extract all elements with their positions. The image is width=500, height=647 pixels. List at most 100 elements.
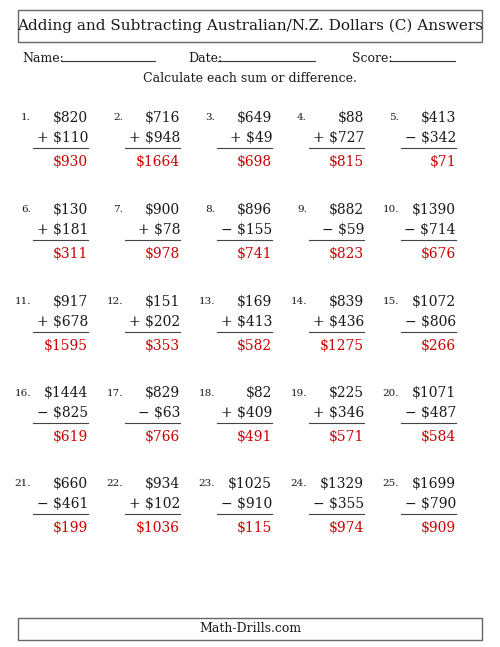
Text: 14.: 14. (290, 298, 307, 307)
Text: $199: $199 (53, 521, 88, 535)
Text: $71: $71 (430, 155, 456, 169)
Text: $584: $584 (421, 430, 456, 444)
Text: $896: $896 (237, 203, 272, 217)
Text: $900: $900 (145, 203, 180, 217)
Text: + $436: + $436 (313, 315, 364, 329)
Text: 5.: 5. (389, 113, 399, 122)
Text: − $59: − $59 (322, 223, 364, 237)
Text: 12.: 12. (106, 298, 123, 307)
Text: + $110: + $110 (36, 131, 88, 145)
Bar (18, 618, 482, 640)
Text: 11.: 11. (14, 298, 31, 307)
Text: 19.: 19. (290, 388, 307, 397)
Text: 13.: 13. (198, 298, 215, 307)
Text: $491: $491 (236, 430, 272, 444)
Text: + $727: + $727 (312, 131, 364, 145)
Text: $649: $649 (237, 111, 272, 125)
Text: + $409: + $409 (221, 406, 272, 420)
Text: $266: $266 (421, 339, 456, 353)
Text: $571: $571 (328, 430, 364, 444)
Text: $698: $698 (237, 155, 272, 169)
Text: $815: $815 (329, 155, 364, 169)
Text: $130: $130 (53, 203, 88, 217)
Text: $741: $741 (236, 247, 272, 261)
Text: Date:: Date: (188, 52, 222, 65)
Text: 16.: 16. (14, 388, 31, 397)
Text: $1025: $1025 (228, 477, 272, 491)
Text: + $202: + $202 (129, 315, 180, 329)
Text: $820: $820 (53, 111, 88, 125)
Text: $1390: $1390 (412, 203, 456, 217)
Text: − $806: − $806 (405, 315, 456, 329)
Text: $82: $82 (246, 386, 272, 400)
Text: $882: $882 (329, 203, 364, 217)
Text: 3.: 3. (205, 113, 215, 122)
Text: Name:: Name: (22, 52, 64, 65)
Text: − $487: − $487 (404, 406, 456, 420)
Text: $413: $413 (420, 111, 456, 125)
Text: + $181: + $181 (36, 223, 88, 237)
Text: 7.: 7. (113, 206, 123, 215)
Text: 9.: 9. (297, 206, 307, 215)
Text: − $461: − $461 (36, 497, 88, 511)
Text: + $948: + $948 (129, 131, 180, 145)
Text: $353: $353 (145, 339, 180, 353)
Text: $909: $909 (421, 521, 456, 535)
Text: − $910: − $910 (221, 497, 272, 511)
Text: $1444: $1444 (44, 386, 88, 400)
Text: $225: $225 (329, 386, 364, 400)
Text: $1275: $1275 (320, 339, 364, 353)
Text: $582: $582 (237, 339, 272, 353)
Text: − $790: − $790 (405, 497, 456, 511)
Text: $676: $676 (421, 247, 456, 261)
Text: 10.: 10. (382, 206, 399, 215)
Text: 2.: 2. (113, 113, 123, 122)
Text: $88: $88 (338, 111, 364, 125)
Text: + $346: + $346 (313, 406, 364, 420)
Text: $1699: $1699 (412, 477, 456, 491)
Text: $1071: $1071 (412, 386, 456, 400)
Text: − $355: − $355 (313, 497, 364, 511)
Text: $716: $716 (144, 111, 180, 125)
Text: $660: $660 (53, 477, 88, 491)
Text: $974: $974 (328, 521, 364, 535)
Text: − $825: − $825 (37, 406, 88, 420)
Text: $151: $151 (144, 295, 180, 309)
Text: $930: $930 (53, 155, 88, 169)
Text: $1664: $1664 (136, 155, 180, 169)
Text: 18.: 18. (198, 388, 215, 397)
Text: $766: $766 (145, 430, 180, 444)
Text: 1.: 1. (21, 113, 31, 122)
Text: − $342: − $342 (405, 131, 456, 145)
Text: 24.: 24. (290, 479, 307, 488)
Text: $917: $917 (52, 295, 88, 309)
Text: 23.: 23. (198, 479, 215, 488)
Text: Calculate each sum or difference.: Calculate each sum or difference. (143, 72, 357, 85)
Text: $829: $829 (145, 386, 180, 400)
Text: + $678: + $678 (37, 315, 88, 329)
Text: − $63: − $63 (138, 406, 180, 420)
Text: $1329: $1329 (320, 477, 364, 491)
Text: 25.: 25. (382, 479, 399, 488)
Text: − $155: − $155 (221, 223, 272, 237)
Text: $978: $978 (145, 247, 180, 261)
Text: 15.: 15. (382, 298, 399, 307)
Text: − $714: − $714 (404, 223, 456, 237)
Text: Math-Drills.com: Math-Drills.com (199, 622, 301, 635)
Bar (18, 10, 482, 42)
Text: $169: $169 (237, 295, 272, 309)
Text: 8.: 8. (205, 206, 215, 215)
Text: $115: $115 (236, 521, 272, 535)
Text: 20.: 20. (382, 388, 399, 397)
Text: $823: $823 (329, 247, 364, 261)
Text: $934: $934 (145, 477, 180, 491)
Text: $1072: $1072 (412, 295, 456, 309)
Text: 17.: 17. (106, 388, 123, 397)
Text: $839: $839 (329, 295, 364, 309)
Text: $1595: $1595 (44, 339, 88, 353)
Text: $619: $619 (53, 430, 88, 444)
Text: $311: $311 (52, 247, 88, 261)
Text: $1036: $1036 (136, 521, 180, 535)
Text: + $102: + $102 (129, 497, 180, 511)
Text: 4.: 4. (297, 113, 307, 122)
